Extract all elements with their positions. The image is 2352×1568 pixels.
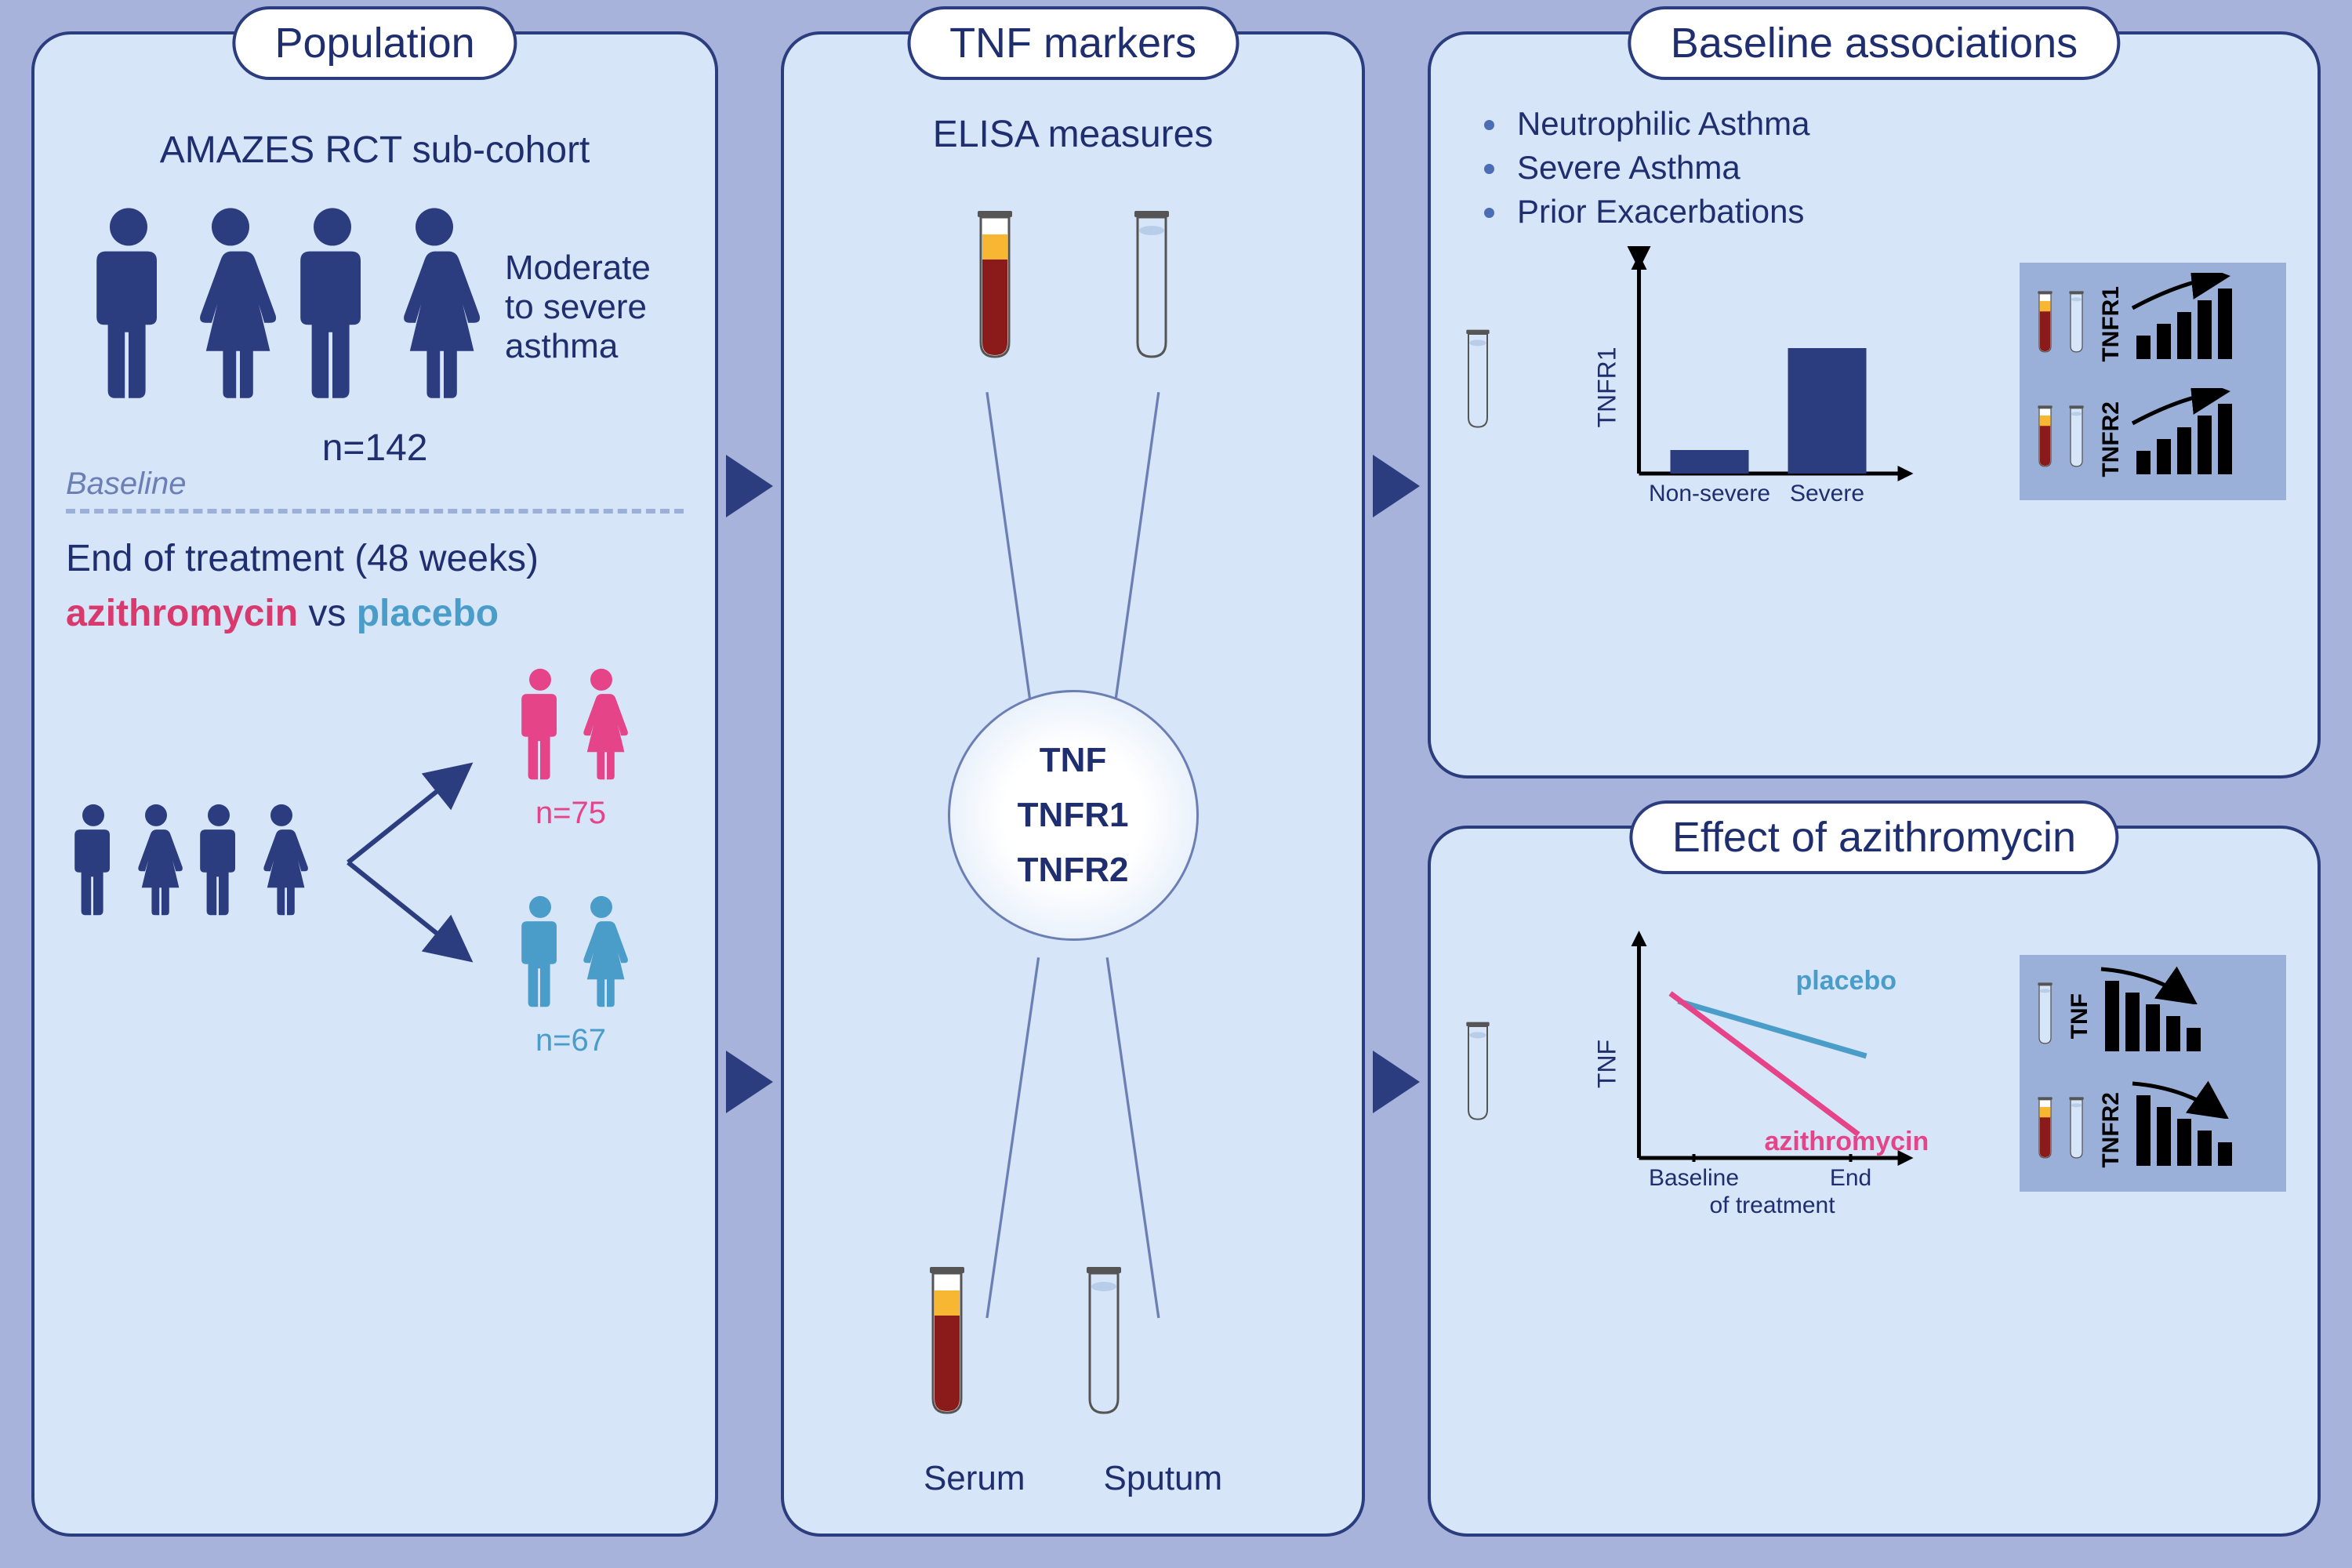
arrow-icon [726,1051,773,1113]
bar-chart: TNFR1 Non-severe Severe [1517,246,1996,517]
n-total: n=142 [82,426,668,470]
svg-text:Non-severe: Non-severe [1649,481,1770,506]
side-row: TNFR2 [2035,401,2270,477]
arms-label: azithromycin vs placebo [66,592,684,635]
split-arrows-icon [340,706,481,1019]
population-panel: Population AMAZES RCT sub-cohort Moderat… [31,31,718,1537]
sputum-tube-icon [2067,401,2086,476]
people-icons-small [66,802,309,924]
serum-tube-icon [971,187,1018,387]
baseline-divider: Baseline [66,509,684,514]
markers-circle: TNF TNFR1 TNFR2 [948,690,1199,941]
tnf-body: TNF TNFR1 TNFR2 Serum Sputum [815,187,1330,1498]
rising-bars-icon [2136,289,2232,359]
svg-text:TNFR1: TNFR1 [1592,347,1621,427]
arrow-icon [726,455,773,517]
sputum-tube-icon [2067,287,2086,361]
population-bottom: End of treatment (48 weeks) azithromycin… [66,537,684,1058]
arrow-col-2 [1365,31,1428,1537]
n-placebo: n=67 [513,1023,629,1058]
sputum-tube-icon [1080,1243,1127,1443]
arrow-icon [1373,455,1420,517]
serum-tube-icon [2035,401,2055,476]
eot-title: End of treatment (48 weeks) [66,537,684,580]
effect-panel: Effect of azithromycin placebo [1428,826,2321,1537]
elisa-label: ELISA measures [815,113,1330,156]
cohort-label: AMAZES RCT sub-cohort [82,129,668,172]
side-row: TNF [2035,978,2270,1053]
randomization-diagram: n=75 n=67 [66,666,684,1058]
svg-text:of treatment: of treatment [1709,1192,1835,1218]
side-row: TNFR2 [2035,1092,2270,1168]
arrow-icon [1373,1051,1420,1113]
severity-label: Moderate to severe asthma [505,249,668,366]
rising-bars-icon [2136,404,2232,474]
sputum-tube-icon [2067,1093,2086,1167]
assoc-side-panel: TNFR1 TNFR2 [2020,263,2286,500]
side-row: TNFR1 [2035,286,2270,362]
right-column: Baseline associations Neutrophilic Asthm… [1428,31,2321,1537]
n-azithro: n=75 [513,796,629,831]
assoc-bullets: Neutrophilic Asthma Severe Asthma Prior … [1509,105,2286,230]
sputum-tube-icon [1462,325,1494,438]
falling-bars-icon [2105,981,2201,1051]
population-top: AMAZES RCT sub-cohort Moderate to severe… [66,113,684,470]
serum-tube-icon [924,1243,971,1443]
svg-text:Severe: Severe [1790,481,1864,506]
tube-labels: Serum Sputum [924,1459,1222,1498]
svg-text:Baseline: Baseline [1649,1165,1739,1191]
svg-text:placebo: placebo [1795,966,1896,996]
people-icons [82,203,481,411]
tube-pair-top [971,187,1175,387]
effect-side-panel: TNF TNFR2 [2020,955,2286,1192]
population-title: Population [232,6,517,80]
serum-tube-icon [2035,1093,2055,1167]
falling-bars-icon [2136,1095,2232,1166]
tube-pair-bottom: Serum Sputum [924,1243,1222,1498]
serum-tube-icon [2035,287,2055,361]
baseline-assoc-title: Baseline associations [1628,6,2120,80]
tnf-title: TNF markers [907,6,1239,80]
svg-text:TNF: TNF [1592,1040,1621,1088]
baseline-assoc-panel: Baseline associations Neutrophilic Asthm… [1428,31,2321,779]
azithro-group: n=75 [513,666,629,831]
sputum-tube-icon [2035,978,2055,1053]
line-chart: placebo azithromycin TNF Baseline End of… [1517,923,1996,1225]
tnf-panel: TNF markers ELISA measures TNF TNFR1 TNF… [781,31,1365,1537]
placebo-group: n=67 [513,894,629,1058]
baseline-label: Baseline [66,466,186,502]
svg-text:azithromycin: azithromycin [1764,1127,1929,1156]
sputum-tube-icon [1128,187,1175,387]
effect-title: Effect of azithromycin [1630,800,2118,874]
sputum-tube-icon [1462,1017,1494,1131]
svg-text:End: End [1830,1165,1871,1191]
infographic-canvas: Population AMAZES RCT sub-cohort Moderat… [31,31,2321,1537]
arrow-col-1 [718,31,781,1537]
